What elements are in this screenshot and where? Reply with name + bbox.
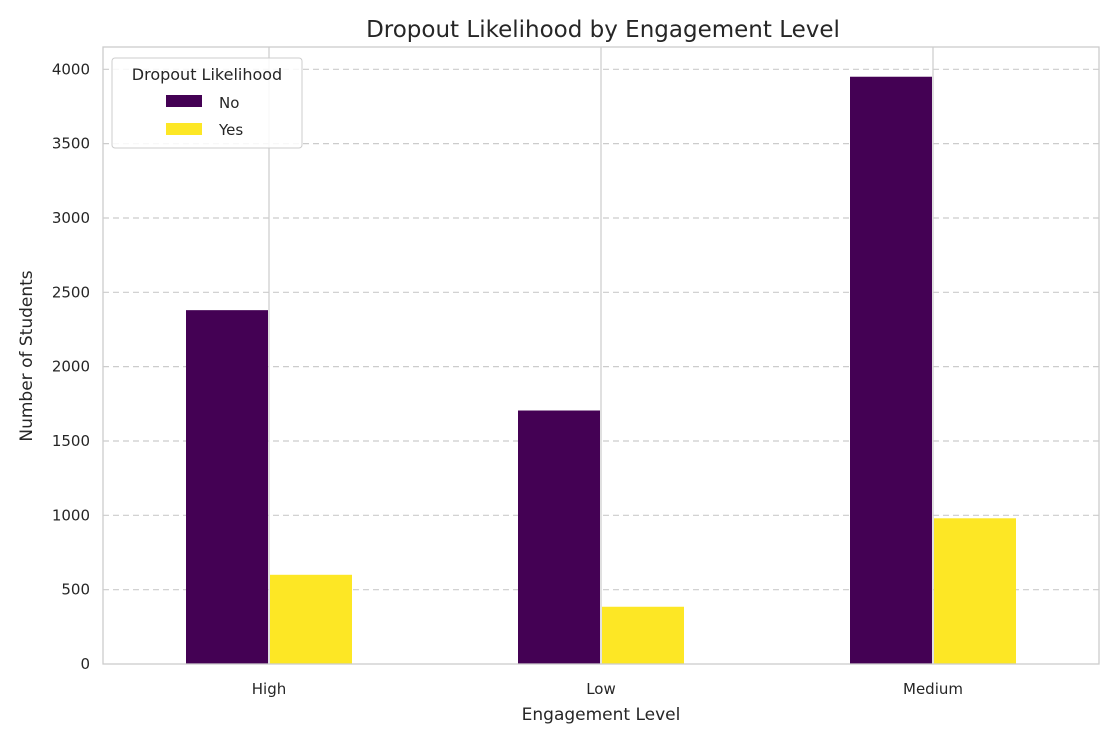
y-tick-label-8: 4000 [52,60,90,78]
legend-label-no: No [219,94,239,112]
y-axis-label: Number of Students [17,270,37,441]
legend-label-yes: Yes [218,121,243,139]
bar-yes-high [270,574,352,664]
bar-no-medium [850,76,932,665]
bar-no-low [518,410,600,664]
x-tick-label-low: Low [586,680,616,698]
x-axis-ticks: High Low Medium [252,680,963,698]
y-tick-label-2: 1000 [52,506,90,524]
y-tick-label-3: 1500 [52,432,90,450]
y-tick-label-4: 2000 [52,358,90,376]
bar-yes-medium [934,518,1016,664]
x-axis-label: Engagement Level [522,705,681,725]
legend-box [111,57,303,149]
legend-swatch-yes [166,123,202,135]
bars [186,76,1016,665]
x-tick-label-medium: Medium [903,680,963,698]
bar-no-high [186,310,268,664]
y-tick-label-7: 3500 [52,135,90,153]
plot-frame [102,46,1100,665]
y-axis-ticks: 0 500 1000 1500 2000 2500 3000 3500 4000 [52,60,90,673]
y-tick-label-6: 3000 [52,209,90,227]
y-tick-label-5: 2500 [52,283,90,301]
bar-yes-low [602,606,684,664]
x-tick-label-high: High [252,680,286,698]
chart-title: Dropout Likelihood by Engagement Level [366,17,840,43]
y-tick-label-0: 0 [80,655,90,673]
y-tick-label-1: 500 [61,581,90,599]
legend: Dropout Likelihood No Yes [111,57,303,149]
legend-title: Dropout Likelihood [132,65,282,84]
legend-swatch-no [166,95,202,107]
